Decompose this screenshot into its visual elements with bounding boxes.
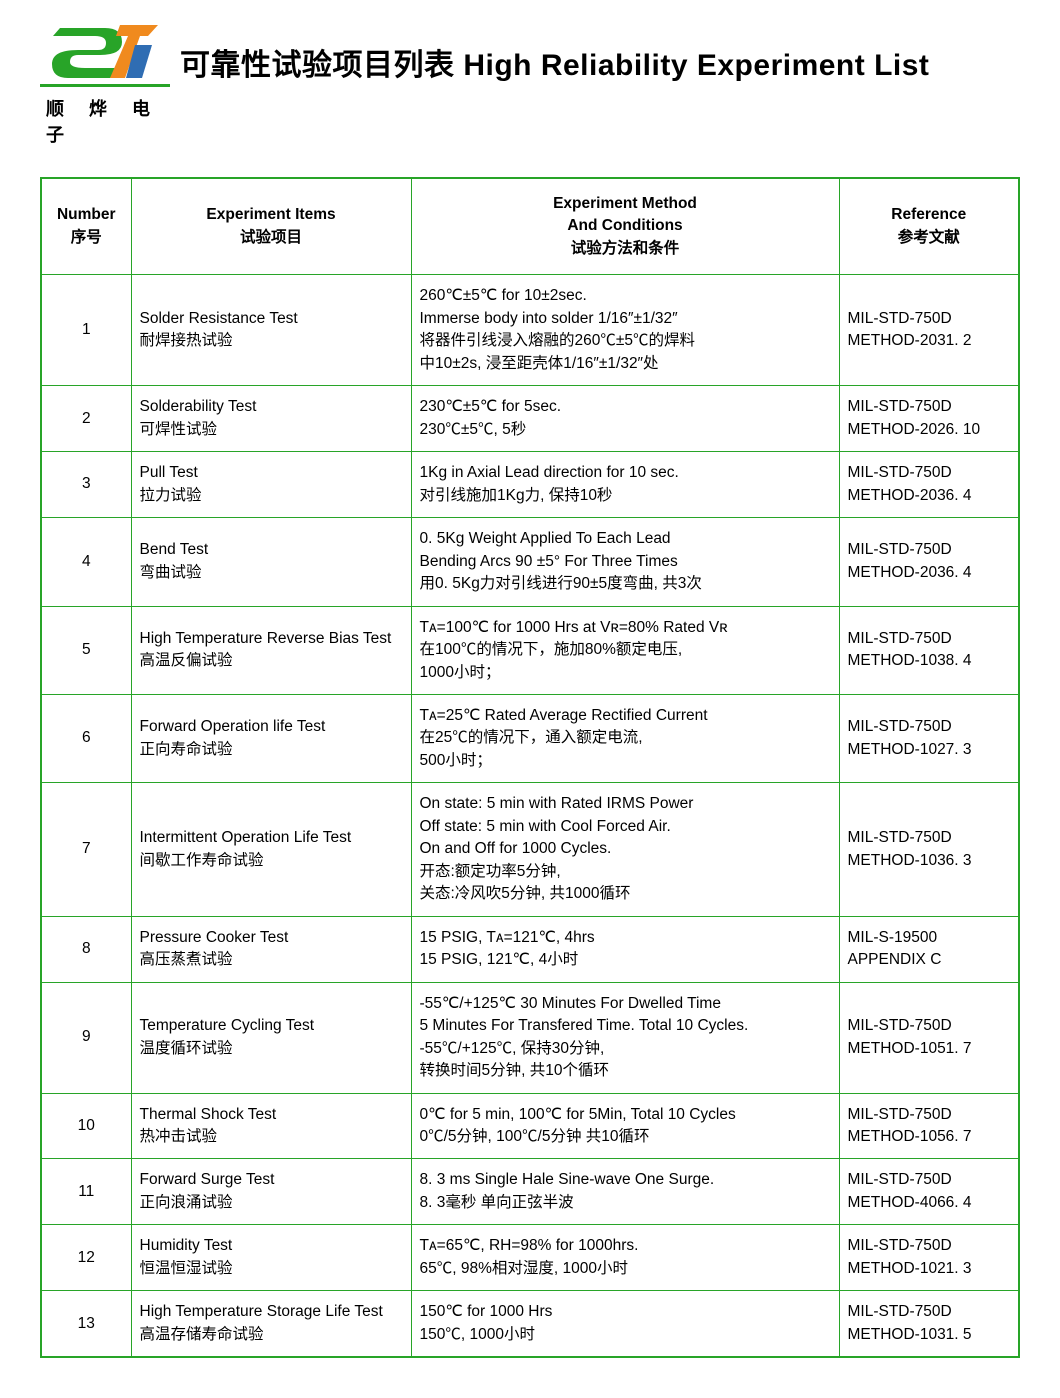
cell-number: 11 (41, 1159, 131, 1225)
cell-reference: MIL-STD-750DMETHOD-2036. 4 (839, 452, 1019, 518)
cell-method: On state: 5 min with Rated IRMS PowerOff… (411, 783, 839, 916)
table-row: 9Temperature Cycling Test温度循环试验-55℃/+125… (41, 982, 1019, 1093)
cell-number: 9 (41, 982, 131, 1093)
cell-reference: MIL-STD-750DMETHOD-1031. 5 (839, 1291, 1019, 1357)
cell-method: 0. 5Kg Weight Applied To Each LeadBendin… (411, 518, 839, 606)
cell-item: High Temperature Storage Life Test高温存储寿命… (131, 1291, 411, 1357)
cell-number: 7 (41, 783, 131, 916)
cell-item: Solderability Test可焊性试验 (131, 386, 411, 452)
cell-item: Solder Resistance Test耐焊接热试验 (131, 275, 411, 386)
cell-number: 5 (41, 606, 131, 694)
table-row: 5High Temperature Reverse Bias Test高温反偏试… (41, 606, 1019, 694)
title-wrap: 可靠性试验项目列表 High Reliability Experiment Li… (180, 40, 1020, 84)
cell-item: Intermittent Operation Life Test间歇工作寿命试验 (131, 783, 411, 916)
cell-method: 150℃ for 1000 Hrs150℃, 1000小时 (411, 1291, 839, 1357)
cell-number: 2 (41, 386, 131, 452)
cell-method: Tᴀ=100℃ for 1000 Hrs at Vʀ=80% Rated Vʀ在… (411, 606, 839, 694)
cell-reference: MIL-STD-750DMETHOD-1051. 7 (839, 982, 1019, 1093)
table-row: 12Humidity Test恒温恒湿试验Tᴀ=65℃, RH=98% for … (41, 1225, 1019, 1291)
cell-item: Pull Test拉力试验 (131, 452, 411, 518)
cell-reference: MIL-STD-750DMETHOD-2031. 2 (839, 275, 1019, 386)
cell-method: 8. 3 ms Single Hale Sine-wave One Surge.… (411, 1159, 839, 1225)
cell-method: 1Kg in Axial Lead direction for 10 sec.对… (411, 452, 839, 518)
table-row: 13High Temperature Storage Life Test高温存储… (41, 1291, 1019, 1357)
table-row: 8Pressure Cooker Test高压蒸煮试验15 PSIG, Tᴀ=1… (41, 916, 1019, 982)
cell-reference: MIL-STD-750DMETHOD-1056. 7 (839, 1093, 1019, 1159)
table-row: 6Forward Operation life Test正向寿命试验Tᴀ=25℃… (41, 694, 1019, 782)
table-row: 1Solder Resistance Test耐焊接热试验260℃±5℃ for… (41, 275, 1019, 386)
cell-item: Thermal Shock Test热冲击试验 (131, 1093, 411, 1159)
cell-reference: MIL-STD-750DMETHOD-1021. 3 (839, 1225, 1019, 1291)
cell-item: Forward Operation life Test正向寿命试验 (131, 694, 411, 782)
logo-block: 顺 烨 电 子 (40, 20, 170, 147)
cell-number: 3 (41, 452, 131, 518)
header-number: Number 序号 (41, 178, 131, 275)
table-header-row: Number 序号 Experiment Items 试验项目 Experime… (41, 178, 1019, 275)
table-row: 11Forward Surge Test正向浪涌试验8. 3 ms Single… (41, 1159, 1019, 1225)
cell-reference: MIL-STD-750DMETHOD-2036. 4 (839, 518, 1019, 606)
cell-reference: MIL-STD-750DMETHOD-4066. 4 (839, 1159, 1019, 1225)
cell-method: 0℃ for 5 min, 100℃ for 5Min, Total 10 Cy… (411, 1093, 839, 1159)
cell-reference: MIL-STD-750DMETHOD-1038. 4 (839, 606, 1019, 694)
logo-icon (50, 20, 160, 80)
cell-reference: MIL-S-19500APPENDIX C (839, 916, 1019, 982)
experiments-table: Number 序号 Experiment Items 试验项目 Experime… (40, 177, 1020, 1358)
cell-item: Temperature Cycling Test温度循环试验 (131, 982, 411, 1093)
cell-method: -55℃/+125℃ 30 Minutes For Dwelled Time5 … (411, 982, 839, 1093)
cell-item: High Temperature Reverse Bias Test高温反偏试验 (131, 606, 411, 694)
table-row: 4Bend Test弯曲试验0. 5Kg Weight Applied To E… (41, 518, 1019, 606)
logo-underline (40, 84, 170, 87)
cell-number: 4 (41, 518, 131, 606)
company-name: 顺 烨 电 子 (46, 95, 170, 147)
table-row: 2Solderability Test可焊性试验230℃±5℃ for 5sec… (41, 386, 1019, 452)
cell-number: 12 (41, 1225, 131, 1291)
cell-item: Humidity Test恒温恒湿试验 (131, 1225, 411, 1291)
cell-number: 8 (41, 916, 131, 982)
cell-method: 260℃±5℃ for 10±2sec.Immerse body into so… (411, 275, 839, 386)
header-items: Experiment Items 试验项目 (131, 178, 411, 275)
header-method: Experiment Method And Conditions 试验方法和条件 (411, 178, 839, 275)
cell-item: Pressure Cooker Test高压蒸煮试验 (131, 916, 411, 982)
header: 顺 烨 电 子 可靠性试验项目列表 High Reliability Exper… (40, 20, 1020, 147)
cell-item: Forward Surge Test正向浪涌试验 (131, 1159, 411, 1225)
cell-method: 230℃±5℃ for 5sec.230℃±5℃, 5秒 (411, 386, 839, 452)
page: 顺 烨 电 子 可靠性试验项目列表 High Reliability Exper… (0, 0, 1060, 1398)
cell-reference: MIL-STD-750DMETHOD-1027. 3 (839, 694, 1019, 782)
cell-number: 13 (41, 1291, 131, 1357)
cell-method: Tᴀ=25℃ Rated Average Rectified Current在2… (411, 694, 839, 782)
header-reference: Reference 参考文献 (839, 178, 1019, 275)
page-title: 可靠性试验项目列表 High Reliability Experiment Li… (180, 40, 929, 84)
cell-reference: MIL-STD-750DMETHOD-1036. 3 (839, 783, 1019, 916)
cell-method: Tᴀ=65℃, RH=98% for 1000hrs.65℃, 98%相对湿度,… (411, 1225, 839, 1291)
cell-item: Bend Test弯曲试验 (131, 518, 411, 606)
table-row: 7Intermittent Operation Life Test间歇工作寿命试… (41, 783, 1019, 916)
cell-number: 1 (41, 275, 131, 386)
table-body: 1Solder Resistance Test耐焊接热试验260℃±5℃ for… (41, 275, 1019, 1357)
cell-number: 6 (41, 694, 131, 782)
table-row: 10Thermal Shock Test热冲击试验0℃ for 5 min, 1… (41, 1093, 1019, 1159)
cell-reference: MIL-STD-750DMETHOD-2026. 10 (839, 386, 1019, 452)
cell-number: 10 (41, 1093, 131, 1159)
table-row: 3Pull Test拉力试验1Kg in Axial Lead directio… (41, 452, 1019, 518)
cell-method: 15 PSIG, Tᴀ=121℃, 4hrs15 PSIG, 121℃, 4小时 (411, 916, 839, 982)
